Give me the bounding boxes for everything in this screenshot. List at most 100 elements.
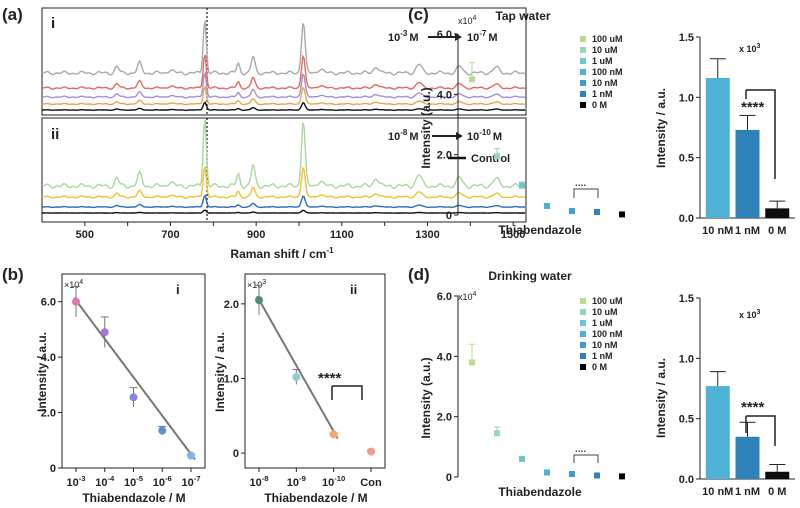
- ytick-label: 1.0: [224, 373, 239, 385]
- data-point: [519, 182, 525, 189]
- fit-line: [256, 295, 339, 439]
- ytick-label: 6.0: [41, 297, 56, 309]
- xtick-label-exp: -9: [299, 474, 306, 483]
- legend-control-label: Control: [471, 153, 510, 165]
- spectra-ii-plot: [41, 119, 526, 214]
- legend-swatch: [580, 331, 586, 337]
- spectra-x-label: Raman shift / cm-1: [230, 246, 334, 261]
- spectra-x-axis: 500 700 900 1100 1300 1500: [76, 222, 525, 241]
- b-i-multiplier: ×104: [64, 279, 83, 290]
- data-point: [569, 470, 575, 477]
- scatter-c: x104 Intensity (a.u.) Thiabendazole ....…: [419, 15, 625, 237]
- annotation-range-i-to: 10-7 M: [467, 29, 498, 44]
- spectra-i-frame: [41, 7, 527, 116]
- data-point: [72, 297, 80, 306]
- legend-swatch: [580, 36, 586, 42]
- xtick-label: 10-10: [322, 474, 345, 489]
- legend-swatch: [580, 47, 586, 53]
- ytick-label: 6.0: [437, 29, 452, 41]
- xtick-label-base: 10: [124, 477, 136, 489]
- xtick-label-base: 10: [287, 477, 299, 489]
- bar: [705, 386, 730, 479]
- b-ii-significance: ****: [318, 370, 342, 387]
- b-ii-x-label: Thiabendazole / M: [264, 491, 367, 505]
- subpanel-label-a-ii: ii: [51, 126, 59, 143]
- ytick-label: 2.0: [224, 299, 239, 311]
- ytick-label: 1.0: [679, 353, 694, 365]
- scatter-d: x104 Intensity (a.u.) Thiabendazole ....…: [419, 291, 625, 499]
- data-point: [187, 451, 195, 460]
- c-dots-bracket: [573, 188, 599, 198]
- spectrum-i-0: [41, 20, 526, 76]
- data-point: [494, 153, 500, 160]
- c-x-label: Thiabendazole: [498, 223, 582, 237]
- legend-label: 10 nM: [592, 78, 618, 88]
- data-point: [367, 447, 375, 456]
- data-point: [469, 359, 475, 366]
- ytick-label: 0.0: [679, 474, 694, 486]
- xtick-label-base: 10: [66, 477, 78, 489]
- data-point: [619, 211, 625, 218]
- xtick-label-exp: -3: [79, 474, 86, 483]
- xtick-label: 10-7: [181, 474, 200, 489]
- ytick-label: 1.0: [679, 92, 694, 104]
- ytick-label: 4.0: [41, 352, 56, 364]
- legend-label: 100 uM: [592, 34, 623, 44]
- b-ii-multiplier: ×103: [247, 279, 266, 290]
- d-bar-multiplier: x 103: [739, 309, 761, 320]
- legend-swatch: [580, 91, 586, 97]
- d-dots-bracket: [573, 454, 599, 463]
- legend-swatch: [580, 58, 586, 64]
- data-point: [469, 76, 475, 83]
- xtick-label: 10-6: [153, 474, 172, 489]
- legend-swatch: [580, 342, 586, 348]
- c-significance: ****: [741, 99, 765, 116]
- panel-label-d: (d): [408, 265, 430, 284]
- legend-label: 1 uM: [592, 56, 613, 66]
- c-bar-multiplier: x 103: [739, 43, 761, 54]
- scatter-b-ii: ×103 ii Intensity / a.u. Thiabendazole /…: [213, 273, 386, 505]
- ytick-label: 0: [446, 472, 452, 484]
- legend-swatch: [580, 69, 586, 75]
- b-ii-y-label: Intensity / a.u.: [213, 332, 227, 412]
- fit-line: [73, 297, 196, 461]
- ytick-label: 0.5: [679, 153, 694, 165]
- legend-swatch: [580, 309, 586, 315]
- xtick-label-exp: -5: [136, 474, 144, 483]
- xtick-label-exp: -4: [107, 474, 115, 483]
- ytick-label: 0.5: [679, 414, 694, 426]
- xtick-label-base: Con: [360, 477, 382, 489]
- legend-label: 100 nM: [592, 329, 623, 339]
- data-point: [569, 208, 575, 215]
- a-xtick-label: 900: [247, 229, 265, 241]
- bar-category-label: 10 nM: [702, 225, 733, 237]
- legend-label: 100 uM: [592, 296, 623, 306]
- legend-swatch: [580, 353, 586, 359]
- xtick-label-base: 10: [95, 477, 107, 489]
- subpanel-label-b-i: i: [176, 282, 180, 297]
- legend-swatch: [580, 80, 586, 86]
- bar: [705, 78, 730, 218]
- legend-label: 1 uM: [592, 318, 613, 328]
- xtick-label: 10-8: [249, 474, 269, 489]
- bar-category-label: 0 M: [768, 225, 786, 237]
- a-xtick-label: 1100: [330, 229, 354, 241]
- legend-label: 1 nM: [592, 351, 613, 361]
- panel-label-c: (c): [408, 5, 429, 24]
- d-multiplier: x104: [458, 291, 477, 302]
- ytick-label: 0.0: [679, 213, 694, 225]
- spectrum-i-1: [41, 54, 526, 90]
- spectrum-ii-0: [41, 119, 526, 190]
- ytick-label: 1.5: [679, 32, 694, 44]
- legend-label: 0 M: [592, 100, 607, 110]
- data-point: [292, 372, 301, 381]
- d-title: Drinking water: [488, 269, 572, 283]
- ytick-label: 0: [446, 210, 452, 222]
- subpanel-label-b-ii: ii: [350, 282, 357, 297]
- b-ii-significance-bracket: [331, 385, 363, 400]
- d-x-label: Thiabendazole: [498, 485, 582, 499]
- ytick-label: 0: [233, 448, 239, 460]
- data-point: [100, 328, 109, 337]
- b-i-x-label: Thiabendazole / M: [82, 491, 185, 505]
